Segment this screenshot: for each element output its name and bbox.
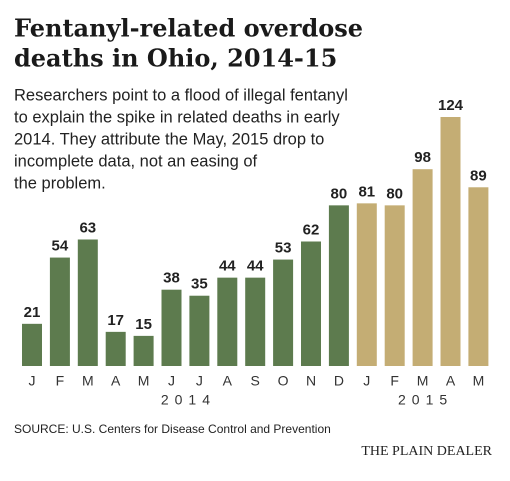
- value-label: 38: [163, 270, 180, 287]
- value-label: 63: [79, 219, 96, 236]
- x-tick-label: O: [278, 373, 289, 389]
- bar: [384, 205, 405, 366]
- value-label: 81: [358, 183, 375, 200]
- subtitle: Researchers point to a flood of illegal …: [14, 86, 348, 104]
- bar: [273, 259, 294, 366]
- x-tick-label: N: [306, 373, 316, 389]
- value-label: 17: [107, 312, 124, 329]
- bar: [189, 295, 210, 366]
- x-tick-label: D: [334, 373, 344, 389]
- bar: [133, 335, 154, 366]
- bar: [412, 169, 433, 366]
- x-tick-label: S: [251, 373, 260, 389]
- group-label: 2014: [161, 392, 216, 408]
- x-tick-label: M: [473, 373, 485, 389]
- group-label: 2015: [398, 392, 453, 408]
- subtitle: incomplete data, not an easing of: [14, 152, 258, 170]
- source: SOURCE: U.S. Centers for Disease Control…: [14, 422, 331, 436]
- x-tick-label: M: [417, 373, 429, 389]
- value-label: 124: [438, 97, 464, 114]
- credit: THE PLAIN DEALER: [361, 444, 492, 459]
- chart-title: deaths in Ohio, 2014-15: [14, 44, 337, 73]
- value-label: 80: [386, 185, 403, 202]
- value-label: 35: [191, 276, 208, 293]
- value-label: 44: [219, 258, 236, 275]
- value-label: 15: [135, 316, 152, 333]
- subtitle: 2014. They attribute the May, 2015 drop …: [14, 130, 324, 148]
- bar: [328, 205, 349, 366]
- x-tick-label: A: [446, 373, 456, 389]
- x-tick-label: J: [168, 373, 175, 389]
- value-label: 54: [52, 238, 69, 255]
- bar: [217, 277, 238, 366]
- value-label: 21: [24, 304, 41, 321]
- value-label: 89: [470, 167, 487, 184]
- x-tick-label: F: [390, 373, 399, 389]
- bar: [468, 187, 489, 366]
- bar: [22, 323, 42, 366]
- value-label: 62: [303, 221, 320, 238]
- subtitle: to explain the spike in related deaths i…: [14, 108, 340, 126]
- bar: [77, 239, 98, 366]
- x-tick-label: M: [82, 373, 94, 389]
- subtitle: the problem.: [14, 174, 106, 192]
- x-tick-label: A: [223, 373, 233, 389]
- x-tick-label: J: [363, 373, 370, 389]
- x-tick-label: J: [196, 373, 203, 389]
- value-label: 44: [247, 258, 264, 275]
- bar: [49, 257, 70, 366]
- value-label: 98: [414, 149, 431, 166]
- x-tick-label: F: [56, 373, 65, 389]
- chart-title: Fentanyl-related overdose: [14, 14, 363, 43]
- value-label: 80: [331, 185, 348, 202]
- x-tick-label: J: [29, 373, 36, 389]
- x-tick-label: M: [138, 373, 150, 389]
- bar: [105, 331, 126, 366]
- bar: [245, 277, 266, 366]
- bar: [161, 289, 182, 366]
- bar: [440, 117, 461, 366]
- value-label: 53: [275, 240, 292, 257]
- x-tick-label: A: [111, 373, 121, 389]
- bar: [301, 241, 321, 366]
- bar: [356, 203, 377, 366]
